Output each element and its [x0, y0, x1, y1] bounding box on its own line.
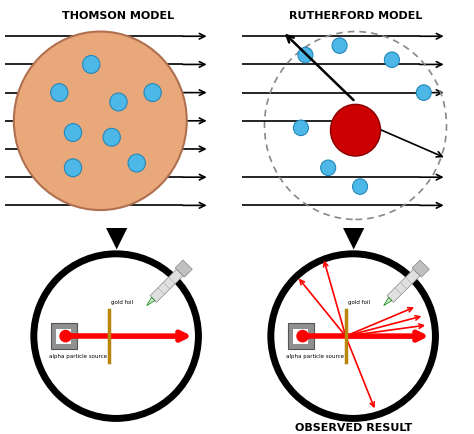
Circle shape [82, 56, 100, 74]
Polygon shape [175, 260, 192, 277]
Text: RUTHERFORD MODEL: RUTHERFORD MODEL [289, 11, 422, 21]
Circle shape [64, 124, 82, 142]
Circle shape [51, 85, 68, 102]
Bar [293, 329, 308, 344]
Text: gold foil: gold foil [347, 299, 370, 305]
Text: ▼: ▼ [105, 223, 127, 250]
Circle shape [34, 254, 199, 418]
Polygon shape [412, 260, 429, 277]
Text: THOMSON MODEL: THOMSON MODEL [63, 11, 174, 21]
Bar [51, 323, 77, 349]
Bar [56, 329, 71, 344]
Polygon shape [383, 298, 392, 306]
Polygon shape [387, 270, 420, 302]
Circle shape [144, 85, 161, 102]
Text: OBSERVED RESULT: OBSERVED RESULT [294, 422, 412, 432]
Circle shape [103, 129, 120, 147]
Text: alpha particle source: alpha particle source [49, 353, 107, 358]
Text: gold foil: gold foil [110, 299, 133, 305]
Circle shape [128, 155, 146, 173]
Polygon shape [150, 270, 183, 302]
Circle shape [416, 85, 431, 101]
Text: alpha particle source: alpha particle source [286, 353, 344, 358]
Circle shape [60, 331, 71, 342]
Circle shape [64, 159, 82, 178]
Circle shape [293, 121, 309, 136]
Circle shape [271, 254, 436, 418]
Circle shape [297, 331, 308, 342]
Circle shape [110, 94, 127, 112]
Text: ▼: ▼ [342, 223, 364, 250]
Circle shape [298, 48, 313, 64]
Circle shape [14, 33, 187, 210]
Circle shape [384, 53, 400, 68]
Bar [288, 323, 314, 349]
Circle shape [321, 161, 336, 176]
Circle shape [330, 105, 381, 157]
Circle shape [353, 179, 367, 195]
Circle shape [332, 39, 347, 54]
Polygon shape [146, 298, 155, 306]
